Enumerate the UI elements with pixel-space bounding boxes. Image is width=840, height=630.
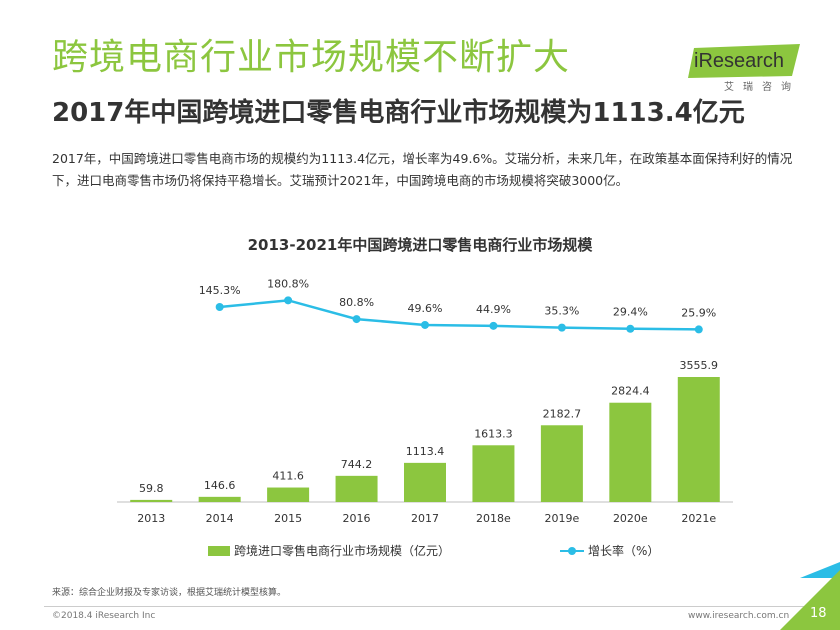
market-size-chart: 59.8 2013 146.6 2014 411.6 2015 744.2 2016 1113.… [117,277,733,525]
growth-point-2021e [694,325,703,334]
legend-label-market-size: 跨境进口零售电商行业市场规模（亿元） [234,544,451,558]
x-tick-2019e: 2019e [545,512,580,525]
legend-item-growth-rate: 增长率（%） [560,542,659,559]
logo-subtitle: 艾瑞咨询 [724,82,800,93]
bar-2014 [198,496,241,502]
growth-label-2020e: 29.4% [613,306,648,319]
bar-2019e [540,425,583,502]
page-title: 跨境电商行业市场规模不断扩大 [52,37,571,78]
growth-label-2019e: 35.3% [544,305,579,318]
growth-label-2016: 80.8% [339,296,374,309]
growth-label-2015: 180.8% [267,277,309,290]
growth-label-2017: 49.6% [408,302,443,315]
legend-line-swatch [560,546,585,556]
x-tick-2020e: 2020e [613,512,648,525]
growth-point-2015 [284,296,293,305]
growth-point-2018e [489,321,498,330]
iresearch-logo: iResearch 艾瑞咨询 [688,42,808,98]
chart-legend: 跨境进口零售电商行业市场规模（亿元） 增长率（%） [208,542,769,559]
x-tick-2015: 2015 [274,512,302,525]
growth-label-2014: 145.3% [199,284,241,297]
growth-point-2017 [421,320,429,329]
bar-label-2013: 59.8 [139,482,164,495]
bar-2017 [404,462,446,502]
logo-mark-icon [688,44,800,78]
source-note: 来源：综合企业财报及专家访谈，根据艾瑞统计模型核算。 [52,588,287,598]
chart-title: 2013-2021年中国跨境进口零售电商行业市场规模 [247,236,593,254]
website-link[interactable]: www.iresearch.com.cn [688,611,790,621]
x-tick-2021e: 2021e [681,512,716,525]
bar-2020e [609,402,652,502]
bar-2013 [130,499,173,502]
x-tick-2016: 2016 [343,512,371,525]
growth-point-2016 [352,315,361,324]
growth-point-2019e [557,323,566,332]
growth-point-2020e [626,324,635,333]
logo-word: iResearch [694,50,785,72]
bar-label-2016: 744.2 [341,458,373,471]
bar-label-2015: 411.6 [272,470,304,483]
bar-label-2019e: 2182.7 [543,407,582,420]
page-number: 18 [810,606,827,621]
summary-text: 2017年，中国跨境进口零售电商市场的规模约为1113.4亿元，增长率为49.6… [52,151,793,188]
bar-2016 [335,475,378,502]
bar-label-2020e: 2824.4 [611,385,650,398]
bar-label-2017: 1113.4 [406,445,445,458]
growth-label-2018e: 44.9% [476,303,511,316]
bar-2021e [677,377,720,502]
legend-label-growth-rate: 增长率（%） [588,544,660,558]
x-tick-2014: 2014 [206,512,234,525]
bar-label-2021e: 3555.9 [680,359,719,372]
growth-label-2021e: 25.9% [681,306,716,319]
bar-label-2014: 146.6 [204,479,236,492]
growth-rate-line [219,299,699,331]
x-tick-2013: 2013 [137,512,165,525]
copyright-text: ©2018.4 iResearch Inc [52,611,156,621]
x-tick-2018e: 2018e [476,512,511,525]
x-tick-2017: 2017 [411,512,439,525]
bar-2015 [267,487,310,502]
footer-divider [44,606,814,607]
page-subtitle: 2017年中国跨境进口零售电商行业市场规模为1113.4亿元 [52,98,745,128]
corner-accent-green [780,570,840,630]
bar-2018e [472,445,515,502]
bar-label-2018e: 1613.3 [474,427,513,440]
legend-bar-swatch [208,545,230,556]
growth-point-2014 [215,303,224,312]
legend-item-market-size: 跨境进口零售电商行业市场规模（亿元） [208,542,450,559]
